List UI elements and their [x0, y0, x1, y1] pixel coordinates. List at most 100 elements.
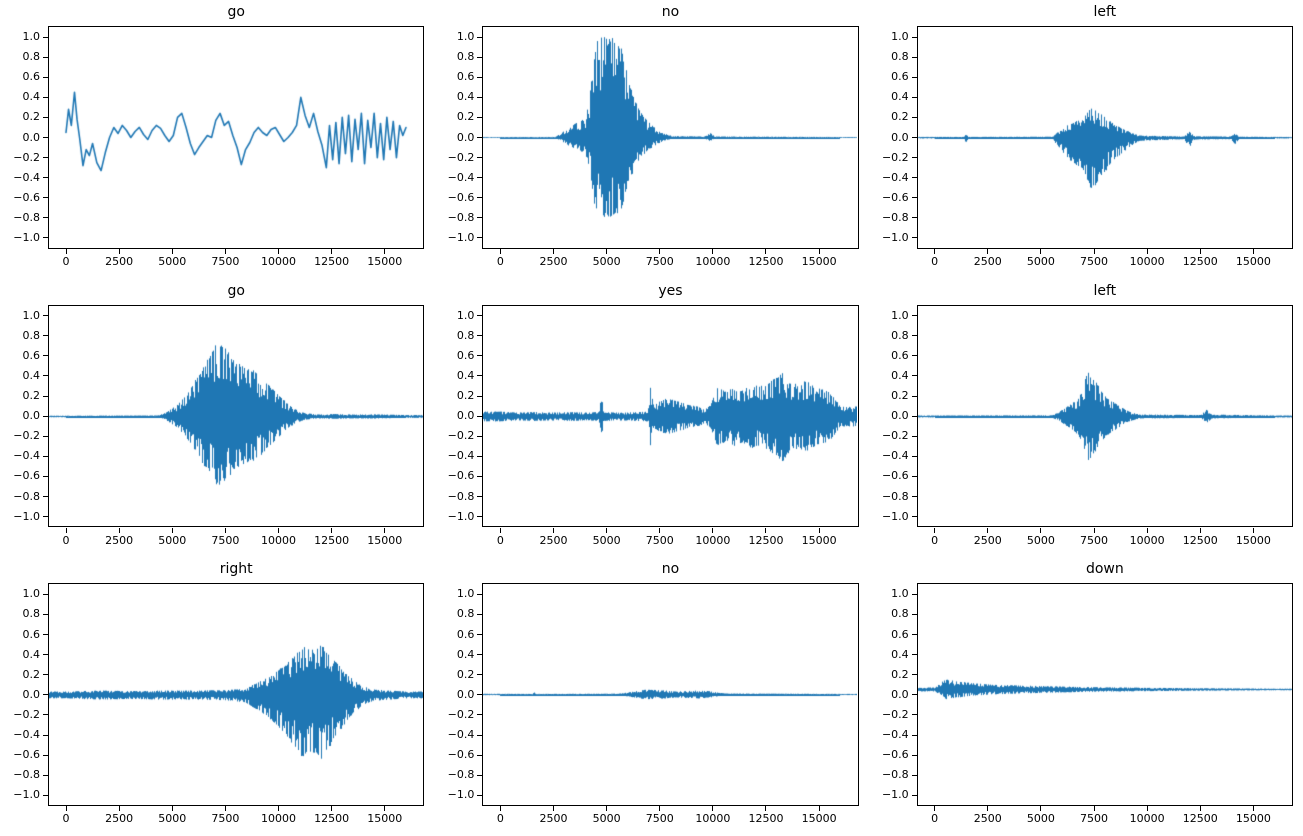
x-tick-mark: [659, 806, 661, 812]
y-tick-label: −0.2: [447, 429, 475, 443]
y-tick-label: −1.0: [13, 509, 40, 523]
x-tick-mark: [934, 527, 936, 533]
x-tick-label: 7500: [1080, 533, 1109, 547]
y-tick-mark: [911, 754, 917, 756]
y-tick-mark: [911, 157, 917, 159]
x-tick-label: 7500: [645, 255, 674, 268]
y-tick-label: −0.2: [881, 429, 909, 443]
x-tick-label: 2500: [973, 812, 1002, 826]
y-tick-mark: [477, 794, 483, 796]
y-tick-mark: [43, 654, 48, 656]
y-tick-label: −0.6: [447, 748, 475, 762]
x-tick-label: 5000: [158, 255, 187, 268]
y-tick-mark: [43, 774, 48, 776]
x-tick-label: 2500: [105, 533, 134, 547]
y-tick-label: 0.0: [22, 687, 41, 701]
x-tick-label: 12500: [748, 812, 784, 826]
y-tick-label: −0.8: [447, 768, 475, 782]
y-tick-mark: [477, 734, 483, 736]
y-tick-label: −0.4: [13, 170, 40, 184]
y-tick-label: 1.0: [456, 308, 475, 322]
x-tick-mark: [1252, 527, 1254, 533]
y-tick-label: −0.6: [13, 190, 40, 204]
y-tick-label: −1.0: [881, 230, 909, 244]
subplot-title: no: [661, 561, 680, 578]
y-tick-mark: [911, 395, 917, 397]
y-tick-label: 0.8: [22, 50, 41, 64]
waveform-canvas: [917, 305, 1292, 527]
y-tick-label: 0.6: [22, 70, 41, 84]
x-tick-label: 15000: [801, 255, 837, 268]
subplot-0-go: go 1.0 0.8 0.6 0.4 0.2 0.0 −0.2 −0.4 −0.6 −0.8 −1.0…: [0, 0, 434, 279]
x-tick-label: 5000: [158, 812, 187, 826]
y-tick-mark: [477, 96, 483, 98]
y-tick-label: −0.2: [13, 707, 40, 721]
waveform-canvas: [917, 27, 1292, 248]
y-tick-mark: [477, 714, 483, 716]
y-tick-mark: [477, 435, 483, 437]
x-tick-label: 2500: [105, 812, 134, 826]
y-tick-label: −0.2: [881, 150, 909, 164]
x-tick-mark: [171, 249, 173, 254]
subplot-title: left: [1093, 4, 1117, 20]
y-tick-mark: [911, 335, 917, 337]
y-tick-label: −0.6: [881, 748, 909, 762]
y-tick-mark: [43, 157, 48, 159]
x-tick-label: 12500: [748, 533, 784, 547]
y-tick-label: −1.0: [447, 509, 475, 523]
y-tick-label: 0.4: [456, 647, 475, 661]
waveform-canvas: [483, 305, 858, 527]
y-tick-label: 0.8: [22, 607, 41, 621]
x-tick-label: 0: [62, 533, 70, 547]
x-tick-label: 10000: [1129, 255, 1165, 268]
y-tick-mark: [911, 714, 917, 716]
y-tick-mark: [911, 197, 917, 199]
x-tick-label: 10000: [261, 533, 296, 547]
y-tick-label: 1.0: [22, 587, 41, 601]
plot-area: [48, 583, 425, 806]
plot-area: [916, 583, 1293, 806]
y-tick-label: 0.4: [456, 368, 475, 382]
y-tick-label: −1.0: [13, 230, 40, 244]
y-tick-label: 0.2: [22, 667, 41, 681]
y-tick-label: −0.2: [13, 150, 40, 164]
y-tick-label: 0.6: [456, 348, 475, 362]
y-tick-mark: [911, 613, 917, 615]
y-tick-label: 0.4: [22, 368, 41, 382]
y-tick-label: −1.0: [881, 509, 909, 523]
plot-area: [482, 583, 859, 806]
y-tick-mark: [43, 674, 48, 676]
x-tick-label: 5000: [1026, 255, 1055, 268]
x-tick-mark: [712, 249, 714, 254]
y-tick-label: 0.8: [22, 328, 41, 342]
y-tick-label: 1.0: [891, 587, 909, 601]
x-tick-mark: [765, 249, 767, 254]
y-tick-label: 0.0: [891, 130, 909, 144]
y-tick-mark: [911, 593, 917, 595]
y-tick-label: −0.4: [881, 728, 909, 741]
y-tick-label: −0.6: [447, 469, 475, 483]
subplot-title: no: [661, 4, 680, 20]
x-tick-label: 5000: [592, 533, 621, 547]
x-tick-mark: [818, 527, 820, 533]
y-tick-mark: [911, 36, 917, 38]
x-tick-mark: [171, 806, 173, 812]
y-tick-mark: [477, 177, 483, 179]
y-tick-mark: [43, 435, 48, 437]
y-tick-label: −0.4: [881, 170, 909, 184]
x-tick-mark: [659, 527, 661, 533]
x-tick-mark: [278, 249, 279, 254]
y-tick-label: 0.4: [891, 647, 909, 661]
x-tick-label: 10000: [695, 255, 731, 268]
y-tick-mark: [43, 315, 48, 317]
y-tick-mark: [43, 455, 48, 457]
y-tick-mark: [43, 177, 48, 179]
subplot-2-left: left 1.0 0.8 0.6 0.4 0.2 0.0 −0.2 −0.4 −0.6 −0.8 −1…: [869, 0, 1303, 279]
x-tick-mark: [1199, 249, 1201, 254]
y-tick-label: 1.0: [22, 30, 41, 44]
y-tick-label: −0.8: [13, 210, 40, 224]
x-tick-label: 0: [931, 533, 939, 547]
x-tick-label: 15000: [1235, 533, 1271, 547]
y-tick-label: 1.0: [456, 30, 475, 44]
